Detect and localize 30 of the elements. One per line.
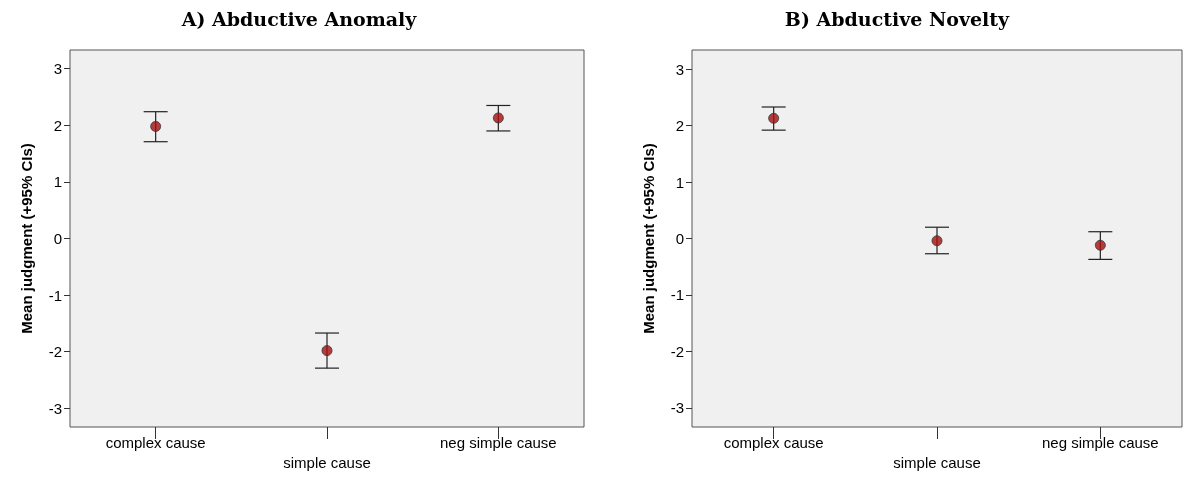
chart-title: B) Abductive Novelty bbox=[784, 7, 1011, 30]
point bbox=[1094, 239, 1106, 251]
y-tick-label: 3 bbox=[53, 60, 62, 78]
y-tick-label: 2 bbox=[675, 117, 684, 135]
y-tick-label: -2 bbox=[48, 343, 62, 361]
x-tick-label: simple cause bbox=[283, 454, 371, 471]
x-tick-label: complex cause bbox=[723, 434, 824, 451]
y-tick-label: -1 bbox=[670, 286, 684, 304]
chart-title: A) Abductive Anomaly bbox=[180, 7, 418, 30]
point bbox=[150, 120, 162, 132]
y-tick-label: 0 bbox=[675, 230, 684, 247]
x-tick-label: simple cause bbox=[893, 454, 981, 471]
y-tick-label: 2 bbox=[53, 116, 62, 134]
point bbox=[931, 235, 943, 247]
y-axis-title: Mean judgment (+95% CIs) bbox=[640, 143, 657, 334]
y-tick-label: -3 bbox=[48, 399, 62, 417]
x-tick-label: complex cause bbox=[105, 434, 206, 451]
x-tick-label: neg simple cause bbox=[439, 434, 557, 451]
y-tick-label: -2 bbox=[670, 342, 684, 360]
x-tick-label: neg simple cause bbox=[1041, 434, 1159, 451]
y-tick-label: 1 bbox=[53, 173, 62, 191]
y-tick-label: 0 bbox=[53, 230, 62, 247]
y-tick-label: 3 bbox=[675, 60, 684, 78]
y-tick-label: -1 bbox=[48, 286, 62, 304]
y-tick-label: -3 bbox=[670, 399, 684, 417]
y-tick-label: 1 bbox=[675, 173, 684, 191]
point bbox=[768, 112, 780, 124]
y-axis-title: Mean judgment (+95% CIs) bbox=[18, 143, 35, 334]
point bbox=[321, 345, 333, 357]
point bbox=[492, 112, 504, 124]
